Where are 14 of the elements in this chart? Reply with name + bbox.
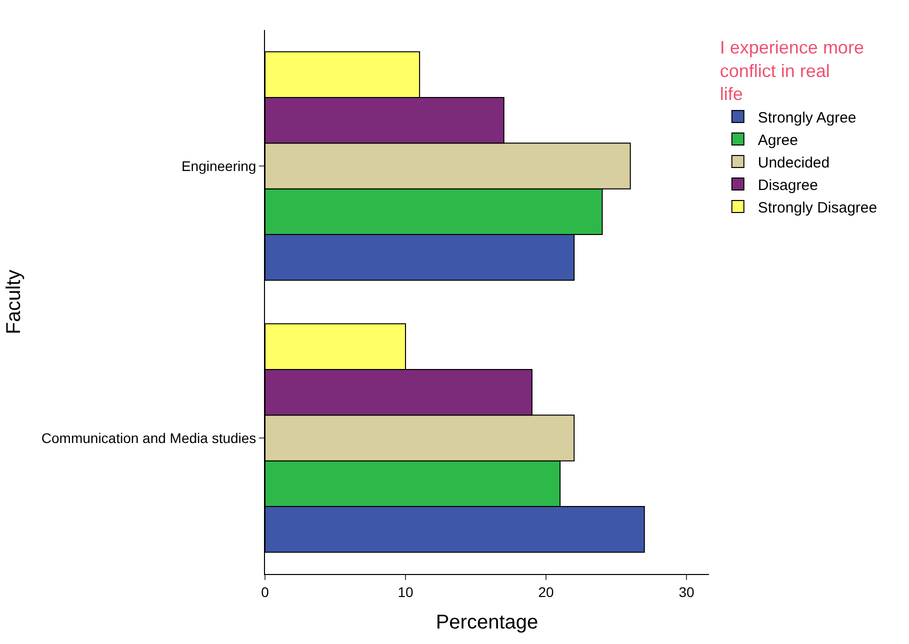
y-tick-label: Engineering xyxy=(181,158,256,174)
legend-label: Disagree xyxy=(758,176,818,194)
x-axis-title: Percentage xyxy=(436,611,538,634)
legend-label: Strongly Agree xyxy=(758,109,856,126)
x-tick-label: 20 xyxy=(538,584,554,600)
x-tick-label: 10 xyxy=(398,584,414,600)
x-tick-label: 30 xyxy=(678,584,695,600)
legend-label: Undecided xyxy=(758,154,830,172)
y-axis-title: Faculty xyxy=(2,270,25,334)
legend-title: I experience more conflict in real life xyxy=(720,37,864,104)
x-tick-label: 0 xyxy=(261,584,270,600)
y-tick-label: Communication and Media studies xyxy=(41,430,256,446)
legend-label: Strongly Disagree xyxy=(758,199,878,216)
legend-label: Agree xyxy=(758,132,798,149)
